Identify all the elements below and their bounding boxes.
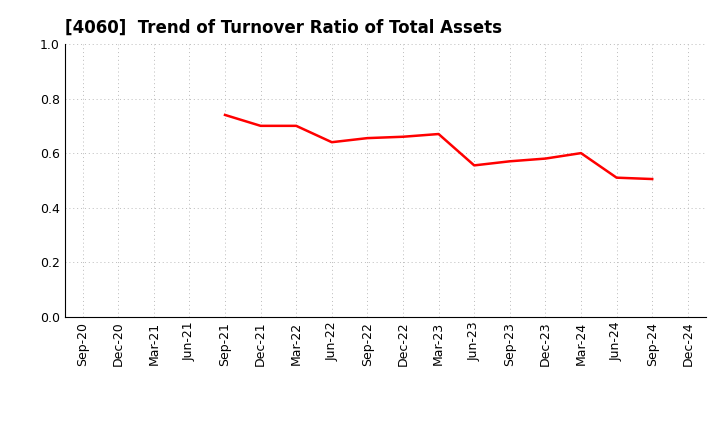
Text: [4060]  Trend of Turnover Ratio of Total Assets: [4060] Trend of Turnover Ratio of Total … bbox=[65, 19, 502, 37]
